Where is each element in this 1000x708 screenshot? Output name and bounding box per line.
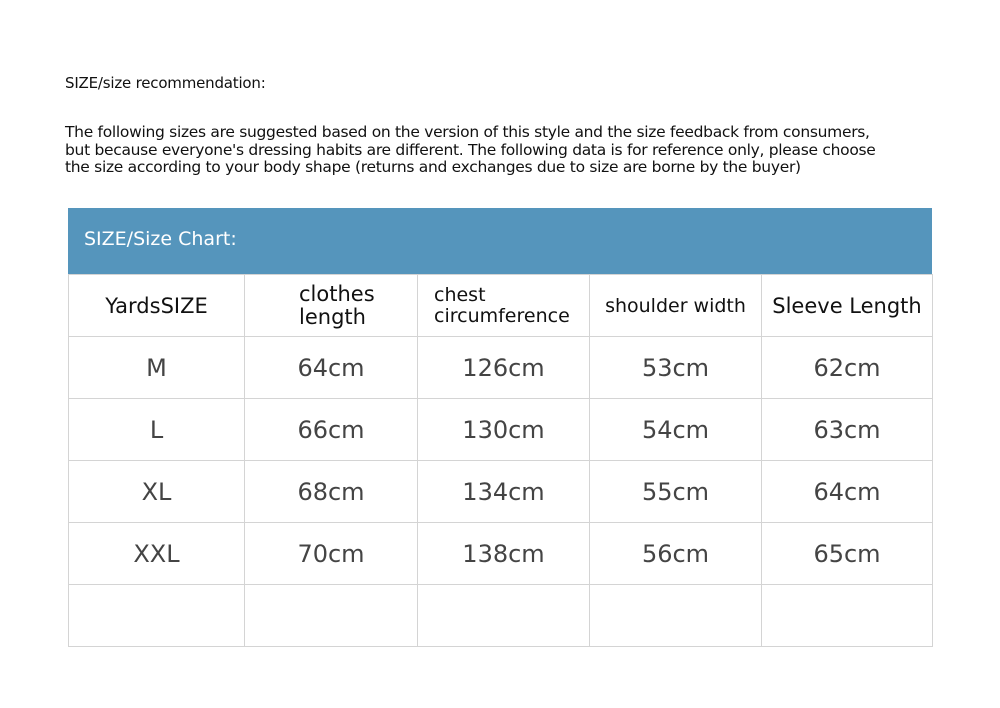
header-size: YardsSIZE	[68, 274, 245, 337]
recommendation-title: SIZE/size recommendation:	[65, 74, 266, 92]
intro-line: the size according to your body shape (r…	[65, 158, 801, 176]
header-chest-circumference: chest circumference	[417, 274, 590, 337]
table-row: L 66cm 130cm 54cm 63cm	[68, 398, 933, 461]
size-table: YardsSIZE clothes length chest circumfer…	[68, 274, 933, 647]
table-row: M 64cm 126cm 53cm 62cm	[68, 336, 933, 399]
cell-clothes-length: 66cm	[244, 398, 418, 461]
cell-sleeve-length: 65cm	[761, 522, 933, 585]
cell-sleeve-length: 62cm	[761, 336, 933, 399]
header-sleeve-length: Sleeve Length	[761, 274, 933, 337]
cell-chest-circumference: 130cm	[417, 398, 590, 461]
cell-size: M	[68, 336, 245, 399]
header-shoulder-width: shoulder width	[589, 274, 762, 337]
table-row: XXL 70cm 138cm 56cm 65cm	[68, 522, 933, 585]
size-chart-title: SIZE/Size Chart:	[84, 228, 237, 250]
cell-shoulder-width: 53cm	[589, 336, 762, 399]
table-row	[68, 584, 933, 647]
cell-shoulder-width: 54cm	[589, 398, 762, 461]
intro-text: The following sizes are suggested based …	[65, 123, 945, 177]
cell-shoulder-width	[589, 584, 762, 647]
size-chart-banner: SIZE/Size Chart:	[68, 208, 932, 274]
cell-size: XL	[68, 460, 245, 523]
table-row: XL 68cm 134cm 55cm 64cm	[68, 460, 933, 523]
intro-line: The following sizes are suggested based …	[65, 123, 870, 141]
cell-chest-circumference: 134cm	[417, 460, 590, 523]
cell-chest-circumference	[417, 584, 590, 647]
cell-size	[68, 584, 245, 647]
cell-size: L	[68, 398, 245, 461]
cell-chest-circumference: 138cm	[417, 522, 590, 585]
intro-line: but because everyone's dressing habits a…	[65, 140, 876, 159]
cell-sleeve-length: 64cm	[761, 460, 933, 523]
cell-clothes-length: 64cm	[244, 336, 418, 399]
cell-chest-circumference: 126cm	[417, 336, 590, 399]
cell-shoulder-width: 56cm	[589, 522, 762, 585]
cell-sleeve-length: 63cm	[761, 398, 933, 461]
cell-clothes-length	[244, 584, 418, 647]
cell-clothes-length: 70cm	[244, 522, 418, 585]
cell-size: XXL	[68, 522, 245, 585]
table-header-row: YardsSIZE clothes length chest circumfer…	[68, 274, 933, 337]
cell-clothes-length: 68cm	[244, 460, 418, 523]
header-clothes-length: clothes length	[244, 274, 418, 337]
cell-shoulder-width: 55cm	[589, 460, 762, 523]
cell-sleeve-length	[761, 584, 933, 647]
